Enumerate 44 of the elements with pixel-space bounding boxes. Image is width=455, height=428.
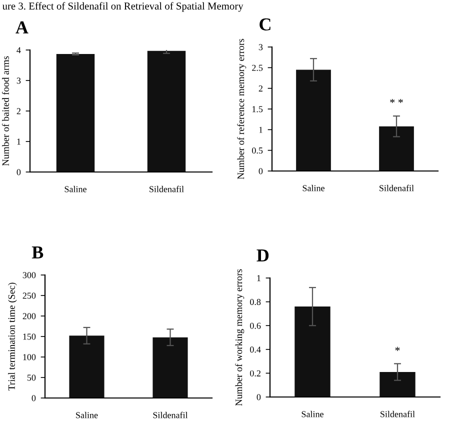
x-tick-label: Sildenafil [380,410,415,418]
y-tick-label: 1.5 [252,106,263,112]
y-tick-label: 2.5 [252,64,263,71]
y-tick-label: 150 [23,334,36,340]
y-tick-label: 0.4 [250,346,261,353]
y-tick-label: 100 [23,354,36,360]
y-tick-label: 0.5 [252,147,263,154]
x-tick-label: Saline [302,184,324,192]
y-tick-label: 1 [17,138,20,145]
y-tick-label: 0 [258,168,263,174]
x-tick-label: Sildenafil [150,186,184,192]
y-tick-label: 50 [27,374,36,381]
x-tick-label: Sildenafil [153,412,188,418]
y-tick-label: 3 [16,78,21,84]
y-tick-label: 0.8 [250,298,261,306]
chart-subtitle: ure 3. Effect of Sildenafil on Retrieval of Spatial Memory [2,2,244,12]
y-tick-label: 0 [16,169,21,176]
annotation: * [395,346,400,351]
chart-title: C [260,18,270,31]
chart-title: B [32,246,44,258]
x-tick-label: Sildenafil [380,184,414,192]
chart-title: D [256,250,269,262]
y-tick-label: 3 [258,44,263,50]
y-axis-title: Number of reference memory errors [237,38,246,180]
y-axis-title: Number of working memory errors [235,269,244,406]
x-tick-label: Saline [302,410,324,418]
y-axis-title: Trial termination time (Sec) [8,282,17,391]
y-tick-label: 2 [258,85,262,92]
y-tick-label: 2 [16,108,20,114]
y-tick-label: 4 [16,47,21,54]
y-tick-label: 0.6 [250,322,261,329]
y-tick-label: 1 [257,275,260,282]
y-axis-title: Number of baited food arms [2,56,9,166]
chart-title: A [16,21,28,34]
y-tick-label: 0 [32,395,36,402]
y-tick-label: 0.2 [250,370,260,376]
x-tick-label: Saline [76,412,98,418]
annotation: * * [390,98,403,104]
y-tick-label: 0 [256,394,261,400]
y-tick-label: 300 [22,272,36,278]
x-tick-label: Saline [64,186,86,192]
y-tick-label: 1 [259,126,262,133]
y-tick-label: 250 [22,292,36,299]
y-tick-label: 200 [22,313,36,320]
